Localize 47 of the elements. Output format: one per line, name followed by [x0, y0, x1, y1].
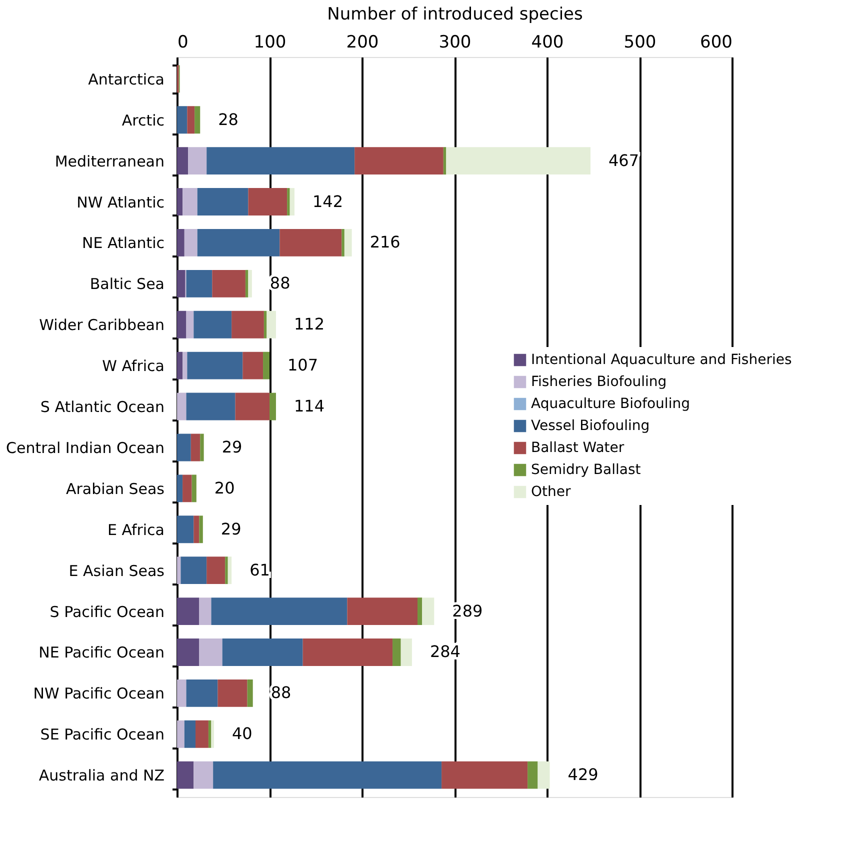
y-tick-label: NW Atlantic — [76, 193, 164, 212]
x-tick-label: 500 — [624, 32, 656, 52]
x-tick-label: 300 — [438, 32, 472, 52]
y-tick-label: Baltic Sea — [90, 275, 164, 294]
annotation: 20 — [214, 478, 235, 498]
y-tick-label: E Asian Seas — [68, 562, 165, 580]
y-tick-label: NE Pacific Ocean — [38, 644, 164, 662]
y-tick-label: Arabian Seas — [66, 480, 165, 498]
legend-label: Ballast Water — [531, 440, 624, 456]
annotation: 142 — [312, 192, 344, 211]
annotation: 114 — [294, 396, 325, 416]
y-tick-label: SE Pacific Ocean — [40, 726, 164, 744]
y-tick-label: Antarctica — [88, 70, 164, 88]
annotation: 107 — [288, 356, 318, 375]
annotation: 29 — [222, 437, 242, 456]
annotation: 112 — [294, 314, 325, 334]
x-tick-label: 100 — [254, 32, 286, 52]
legend-label: Other — [531, 484, 571, 500]
y-tick-label: S Pacific Ocean — [50, 602, 164, 621]
annotation: 40 — [232, 724, 252, 744]
legend-label: Vessel Biofouling — [531, 418, 650, 434]
x-axis-title: Number of introduced species — [327, 4, 583, 24]
x-tick-label: 0 — [178, 32, 188, 52]
legend-label: Aquaculture Biofouling — [531, 396, 690, 412]
legend-label: Intentional Aquaculture and Fisheries — [531, 352, 792, 368]
y-tick-label: E Africa — [107, 520, 164, 539]
y-tick-label: Arctic — [122, 111, 164, 130]
annotation: 216 — [370, 232, 400, 252]
y-tick-label: NE Atlantic — [82, 234, 164, 252]
y-tick-label: NW Pacific Ocean — [33, 684, 164, 703]
annotation: 88 — [270, 683, 292, 702]
annotation: 467 — [608, 150, 640, 170]
legend-label: Semidry Ballast — [531, 462, 642, 478]
annotation: 429 — [568, 765, 598, 784]
x-tick-label: 200 — [346, 32, 379, 52]
x-tick-label: 400 — [531, 32, 564, 52]
annotation: 28 — [218, 110, 238, 129]
annotation: 61 — [250, 560, 270, 580]
y-tick-label: Mediterranean — [54, 152, 164, 170]
y-tick-label: Australia and NZ — [38, 766, 164, 785]
y-tick-label: Wider Caribbean — [39, 316, 164, 334]
legend-label: Fisheries Biofouling — [531, 374, 667, 390]
y-tick-label: Central Indian Ocean — [6, 438, 164, 457]
y-tick-label: W Africa — [102, 357, 164, 376]
x-tick-label: 600 — [700, 32, 732, 52]
annotation: 29 — [220, 519, 242, 538]
y-tick-label: S Atlantic Ocean — [40, 398, 164, 416]
